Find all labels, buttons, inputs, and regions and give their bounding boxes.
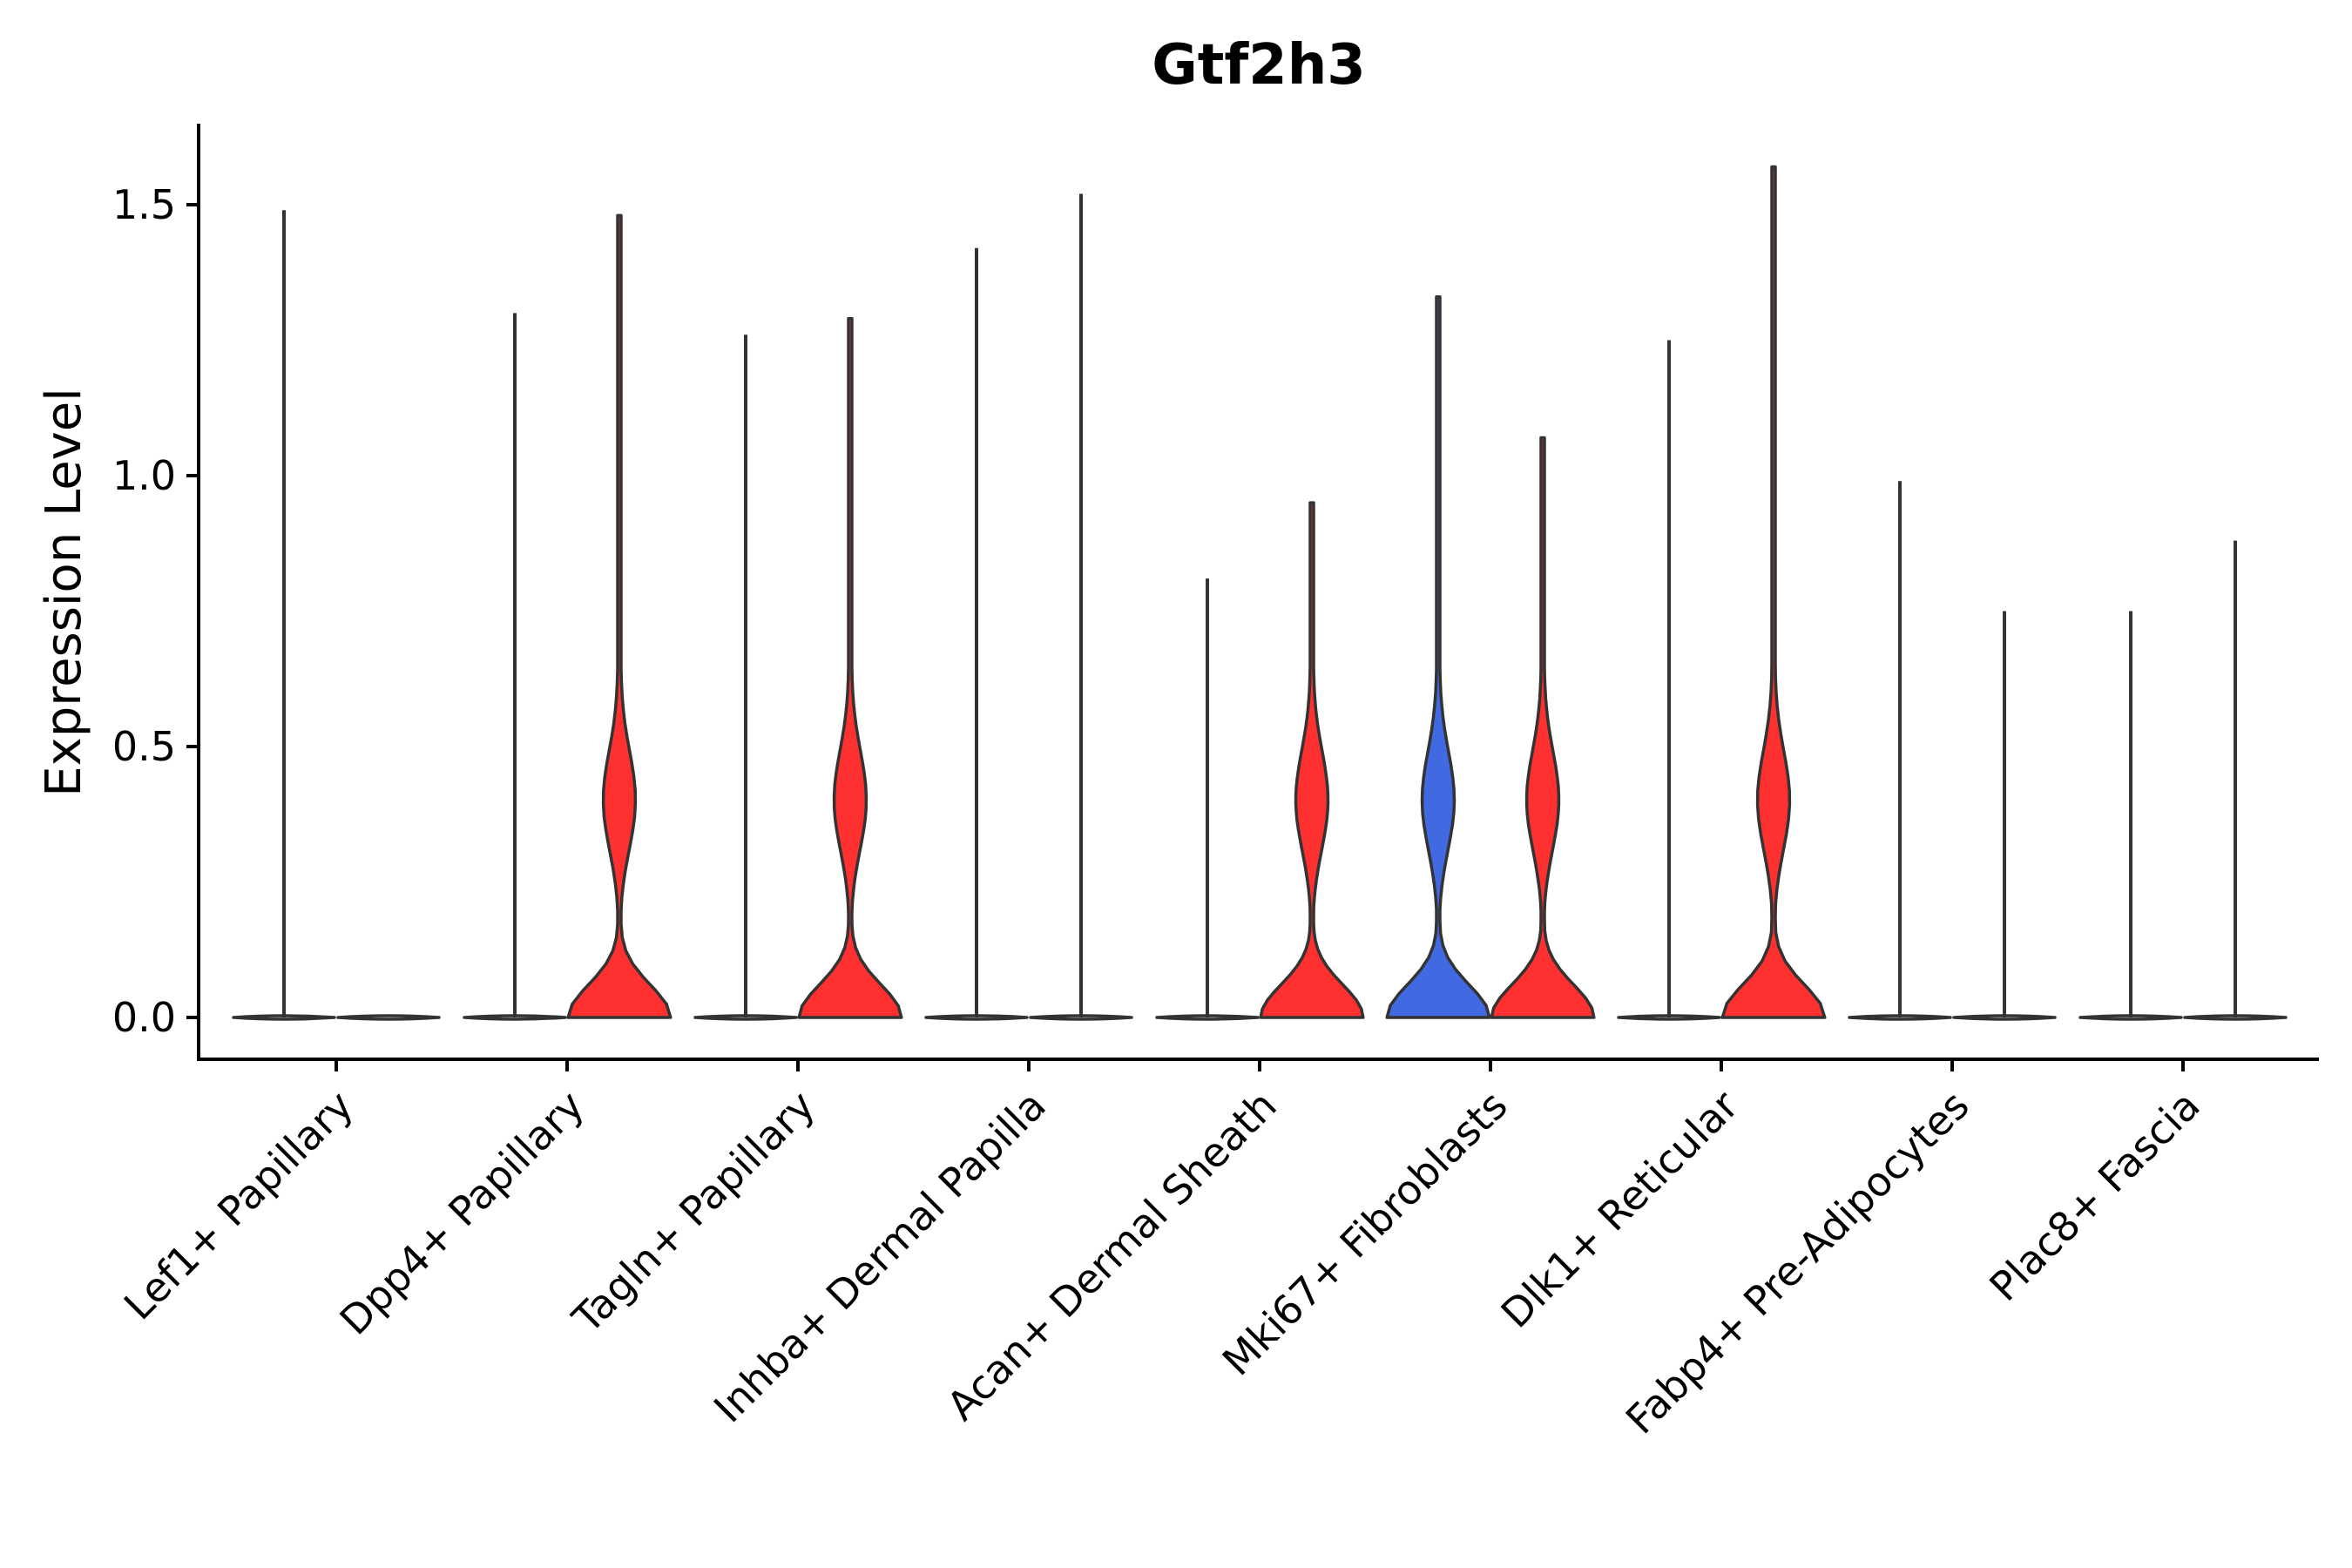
violin-group2 <box>1720 165 1827 1019</box>
violin-group2 <box>797 316 903 1019</box>
violin-group2 <box>566 213 672 1019</box>
chart-title: Gtf2h3 <box>1152 33 1366 98</box>
x-tick-label: Plac8+ Fascia <box>1980 1082 2208 1310</box>
y-tick-label: 1.0 <box>112 452 176 499</box>
x-tick-label: Tagln+ Papillary <box>563 1082 824 1343</box>
y-tick-label: 1.5 <box>112 181 176 228</box>
x-tick-label: Dpp4+ Papillary <box>331 1082 593 1344</box>
violin-group1 <box>1385 294 1491 1019</box>
y-tick-label: 0.0 <box>112 994 176 1041</box>
violins <box>232 165 2288 1021</box>
violin-group2 <box>1259 501 1365 1019</box>
violin-group2 <box>1490 436 1596 1019</box>
violin-group2 <box>336 1014 441 1021</box>
y-tick-label: 0.5 <box>112 723 176 770</box>
y-axis-label: Expression Level <box>36 388 92 797</box>
x-tick-label: Dlk1+ Reticular <box>1492 1082 1747 1337</box>
y-ticks: 0.0 0.5 1.0 1.5 <box>112 181 199 1041</box>
x-tick-label: Lef1+ Papillary <box>115 1082 362 1329</box>
